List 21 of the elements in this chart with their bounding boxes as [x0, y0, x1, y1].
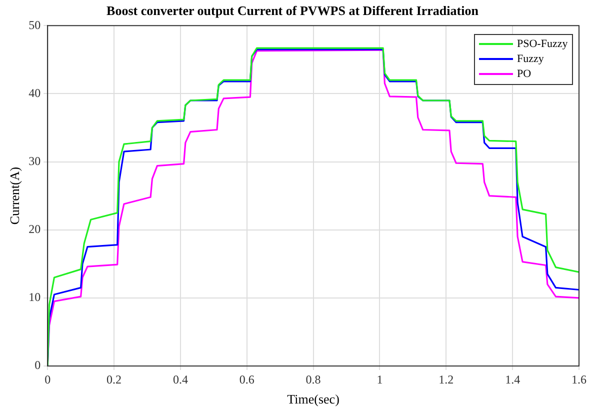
x-tick-label: 0.6	[239, 372, 254, 386]
y-tick-label: 40	[28, 86, 41, 100]
legend-label: PSO-Fuzzy	[517, 38, 568, 50]
legend-label: PO	[517, 68, 532, 80]
x-tick-label: 1.2	[438, 372, 454, 386]
y-tick-label: 50	[28, 18, 41, 32]
y-tick-label: 10	[28, 290, 41, 304]
y-tick-label: 20	[28, 222, 41, 236]
y-tick-label: 0	[34, 358, 41, 372]
x-tick-label: 0	[44, 372, 51, 386]
y-axis-title: Current(A)	[7, 166, 22, 225]
x-tick-label: 1.6	[572, 372, 586, 386]
x-tick-label: 1.4	[505, 372, 520, 386]
chart-title: Boost converter output Current of PVWPS at Different Irradiation	[106, 3, 480, 18]
legend-label: Fuzzy	[517, 53, 544, 66]
x-tick-label: 0.8	[306, 372, 321, 386]
x-tick-label: 0.2	[106, 372, 122, 386]
y-tick-label: 30	[28, 154, 41, 168]
x-tick-label: 0.4	[172, 372, 188, 386]
x-axis-title: Time(sec)	[287, 392, 340, 407]
x-tick-label: 1	[376, 372, 383, 386]
